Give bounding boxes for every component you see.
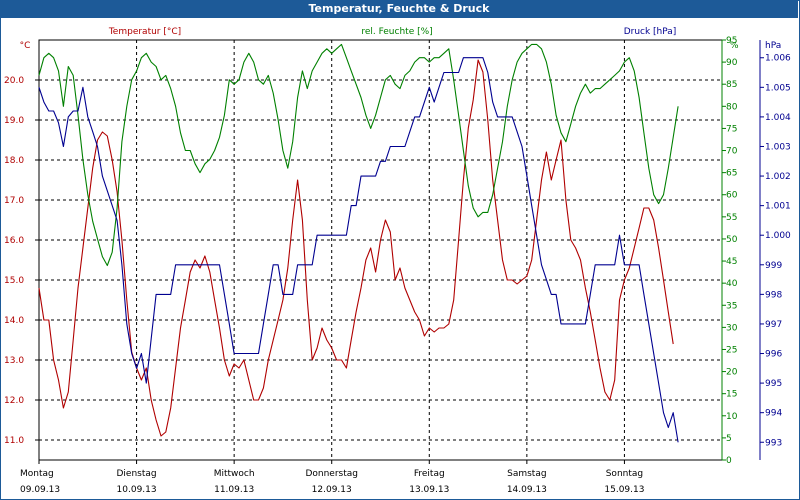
x-tick-weekday: Montag	[20, 469, 54, 479]
pressure-tick-label: 993	[765, 438, 782, 448]
humidity-tick-label: 65	[726, 169, 737, 179]
x-tick-weekday: Sonntag	[606, 469, 643, 479]
humidity-tick-label: 15	[726, 390, 737, 400]
pressure-tick-label: 1.000	[765, 231, 791, 241]
temperature-tick-label: 17.0	[4, 196, 24, 206]
plot-area	[38, 39, 723, 461]
humidity-tick-label: 40	[726, 279, 738, 289]
pressure-tick-label: 1.006	[765, 54, 791, 64]
series-lines	[38, 43, 679, 443]
pressure-tick-label: 994	[765, 409, 782, 419]
humidity-tick-label: 55	[726, 213, 737, 223]
pressure-axis-label: Druck [hPa]	[624, 27, 677, 37]
humidity-tick-label: 90	[726, 58, 738, 68]
pressure-series-line	[38, 57, 679, 443]
humidity-tick-label: 70	[726, 147, 738, 157]
humidity-tick-label: 60	[726, 191, 738, 201]
x-tick-date: 14.09.13	[507, 485, 547, 495]
x-tick-weekday: Dienstag	[117, 469, 157, 479]
humidity-axis-label: rel. Feuchte [%]	[361, 27, 432, 37]
humidity-tick-label: 5	[726, 434, 732, 444]
pressure-tick-label: 1.001	[765, 202, 791, 212]
temperature-unit-label: °C	[20, 41, 31, 51]
temperature-tick-label: 15.0	[4, 276, 24, 286]
pressure-tick-label: 995	[765, 379, 782, 389]
humidity-tick-label: 35	[726, 301, 737, 311]
temperature-tick-label: 18.0	[4, 156, 24, 166]
pressure-unit-label: hPa	[765, 41, 781, 51]
humidity-tick-label: 25	[726, 345, 737, 355]
humidity-tick-label: 85	[726, 80, 737, 90]
pressure-tick-label: 1.004	[765, 113, 791, 123]
x-tick-weekday: Freitag	[414, 469, 445, 479]
temperature-tick-label: 20.0	[4, 76, 24, 86]
x-tick-date: 11.09.13	[214, 485, 254, 495]
humidity-tick-label: 80	[726, 102, 738, 112]
x-tick-date: 10.09.13	[117, 485, 157, 495]
pressure-tick-label: 998	[765, 290, 782, 300]
pressure-tick-label: 999	[765, 261, 782, 271]
pressure-tick-label: 1.005	[765, 83, 791, 93]
temperature-tick-label: 16.0	[4, 236, 24, 246]
x-tick-date: 13.09.13	[409, 485, 449, 495]
temperature-tick-label: 13.0	[4, 356, 24, 366]
humidity-tick-label: 30	[726, 323, 738, 333]
labels: 11.0 12.0 13.0 14.0 15.0 16.0 17.0 18.0 19.0 20.0…	[4, 27, 791, 495]
temperature-tick-label: 12.0	[4, 396, 24, 406]
pressure-tick-label: 1.002	[765, 172, 791, 182]
temperature-tick-label: 14.0	[4, 316, 24, 326]
x-tick-date: 12.09.13	[312, 485, 352, 495]
pressure-tick-label: 997	[765, 320, 782, 330]
chart-title: Temperatur, Feuchte & Druck	[0, 0, 798, 18]
temperature-tick-label: 11.0	[4, 436, 24, 446]
temperature-tick-label: 19.0	[4, 116, 24, 126]
x-tick-weekday: Mittwoch	[214, 469, 255, 479]
humidity-tick-label: 20	[726, 368, 738, 378]
pressure-tick-label: 996	[765, 350, 782, 360]
x-tick-date: 15.09.13	[604, 485, 644, 495]
grid	[38, 39, 723, 461]
axes	[35, 39, 764, 464]
temperature-series-line	[38, 59, 674, 437]
humidity-tick-label: 75	[726, 124, 737, 134]
humidity-tick-label: 0	[726, 456, 732, 466]
humidity-tick-label: 50	[726, 235, 738, 245]
humidity-tick-label: 95	[726, 36, 737, 46]
humidity-tick-label: 10	[726, 412, 738, 422]
x-tick-weekday: Samstag	[507, 469, 546, 479]
x-tick-date: 09.09.13	[20, 485, 60, 495]
temperature-axis-label: Temperatur [°C]	[108, 27, 181, 37]
humidity-tick-label: 45	[726, 257, 737, 267]
humidity-series-line	[38, 43, 679, 267]
humidity-unit-label: %	[730, 41, 739, 51]
pressure-tick-label: 1.003	[765, 142, 791, 152]
x-tick-weekday: Donnerstag	[305, 469, 358, 479]
